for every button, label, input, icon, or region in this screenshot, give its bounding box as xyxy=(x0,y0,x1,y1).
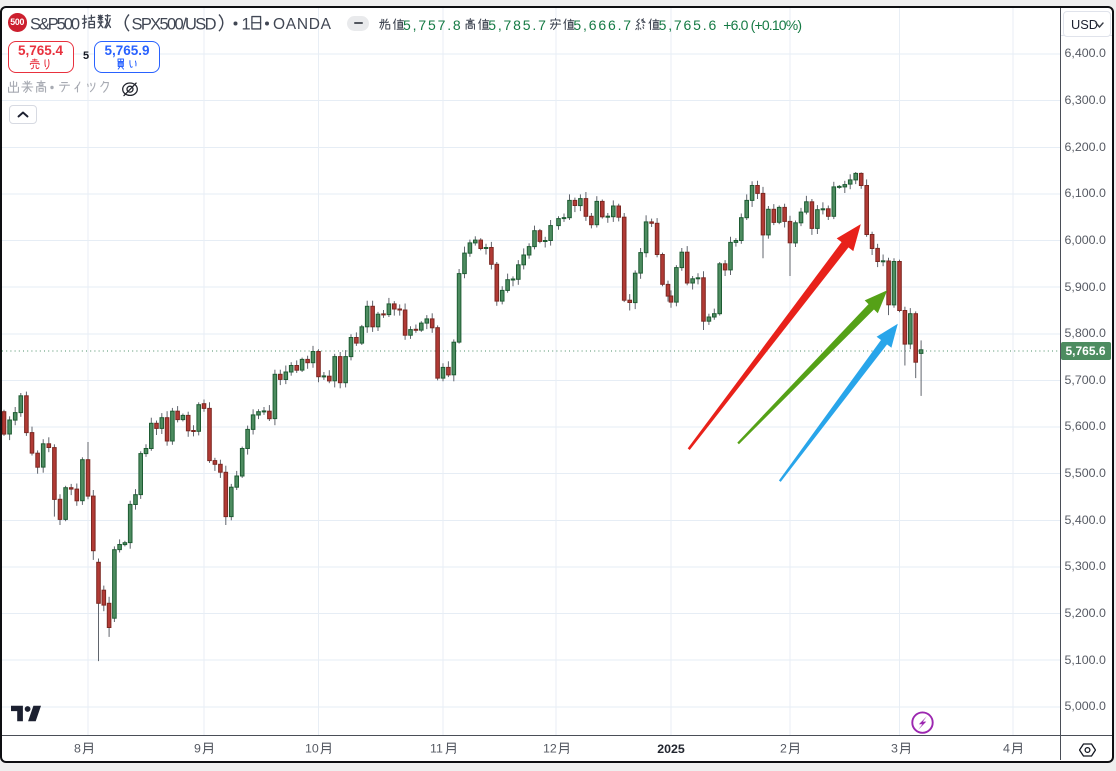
svg-text:2: 2 xyxy=(780,742,787,756)
svg-text:S&P500: S&P500 xyxy=(30,16,80,34)
svg-text:11: 11 xyxy=(430,742,443,756)
svg-text:3: 3 xyxy=(891,742,898,756)
svg-text:1: 1 xyxy=(242,16,251,34)
svg-text:OANDA: OANDA xyxy=(273,16,332,33)
svg-text:9: 9 xyxy=(194,742,201,756)
svg-text:5,765.6: 5,765.6 xyxy=(659,17,717,33)
svg-text:4: 4 xyxy=(1003,742,1010,756)
svg-text:12: 12 xyxy=(543,742,557,756)
svg-text:8: 8 xyxy=(74,742,81,756)
svg-text:5,666.7: 5,666.7 xyxy=(573,17,631,33)
svg-text:10: 10 xyxy=(305,742,319,756)
svg-text:+6.0 (+0.10%): +6.0 (+0.10%) xyxy=(723,17,802,33)
svg-text:SPX500/USD: SPX500/USD xyxy=(132,16,217,34)
svg-text:5,785.7: 5,785.7 xyxy=(488,17,546,33)
svg-text:5,757.8: 5,757.8 xyxy=(403,17,461,33)
